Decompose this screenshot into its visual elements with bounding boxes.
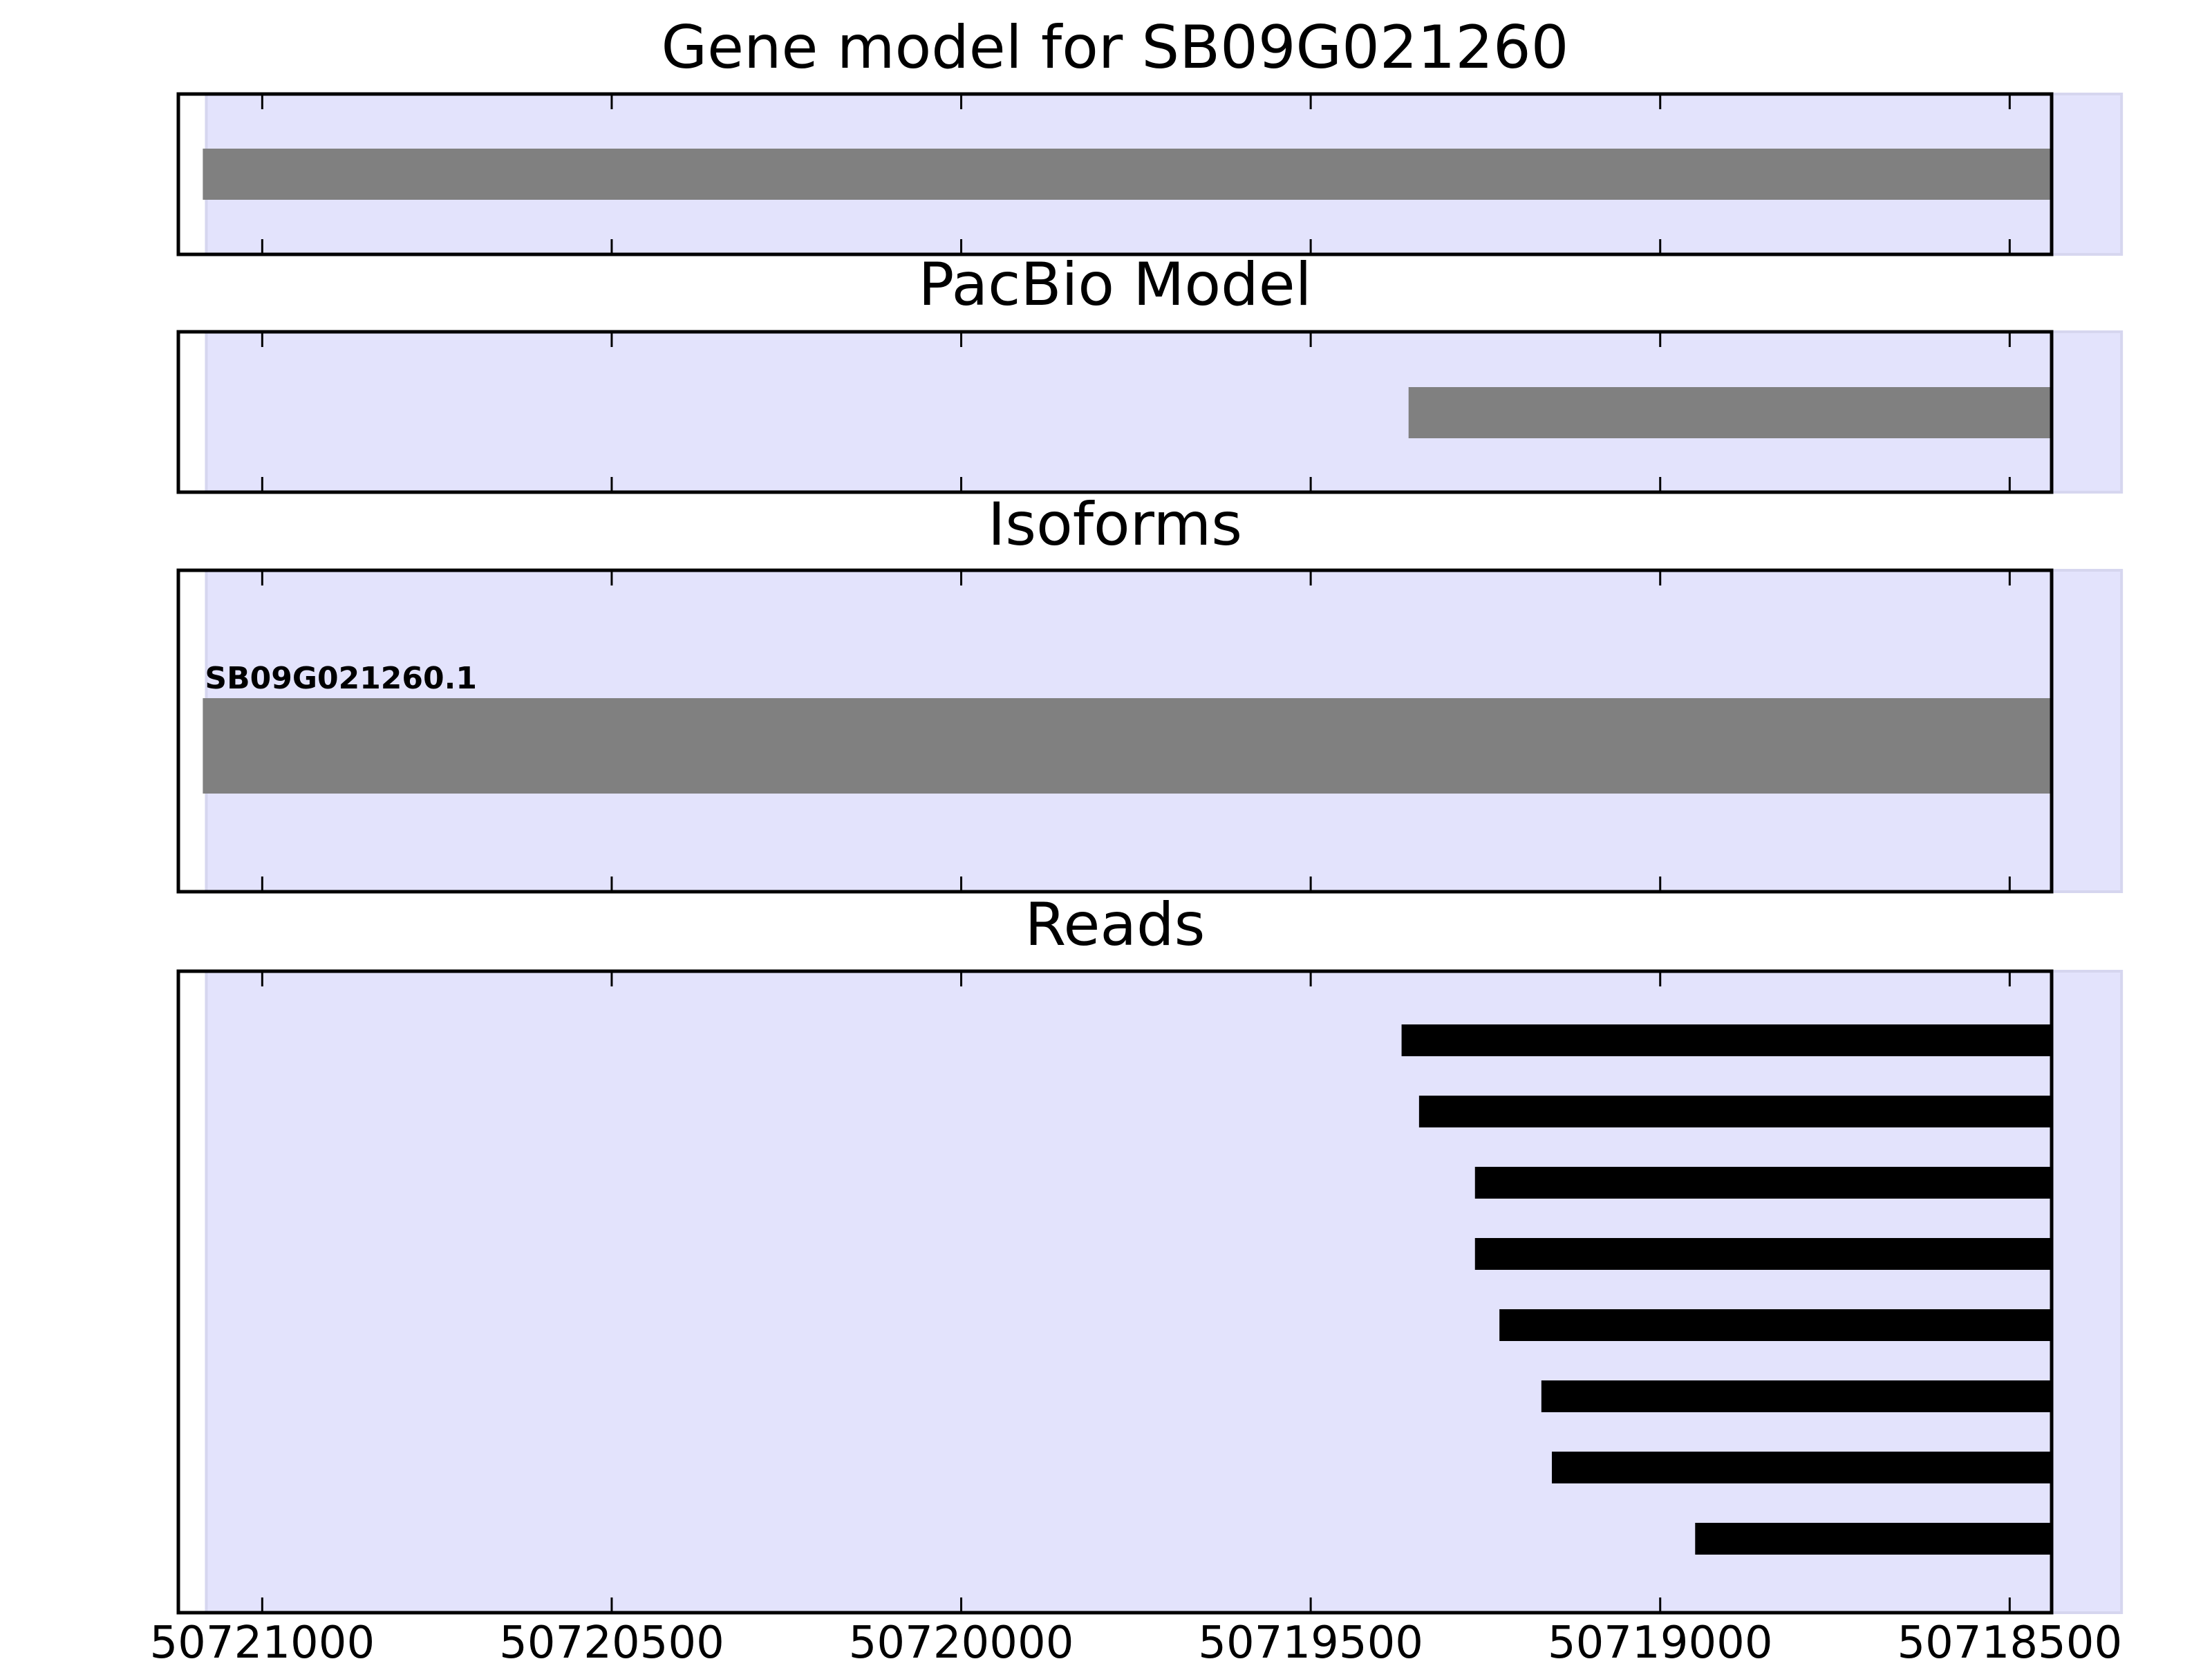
panel-1: Gene model for SB09G021260 xyxy=(176,13,2124,256)
panel-2: PacBio Model xyxy=(176,250,2124,494)
x-tick-label: 50720000 xyxy=(849,1618,1074,1659)
gene-feature xyxy=(1408,387,2052,438)
isoform-label: SB09G021260.1 xyxy=(205,661,477,696)
read-bar xyxy=(1695,1523,2052,1555)
panel-title: Isoforms xyxy=(988,490,1242,559)
panel-4: Reads 50721000 50720500 50720000 50719500 507… xyxy=(149,890,2124,1659)
read-bar xyxy=(1474,1238,2052,1270)
gene-feature xyxy=(203,698,2052,794)
axes-frame xyxy=(176,568,2054,894)
read-bar xyxy=(1418,1096,2052,1127)
axes-frame xyxy=(176,330,2054,494)
read-bar xyxy=(1541,1380,2052,1412)
panel-content xyxy=(203,698,2052,794)
gene-feature xyxy=(203,149,2052,200)
x-tick-label: 50719000 xyxy=(1548,1618,1773,1659)
panel-title: Gene model for SB09G021260 xyxy=(662,13,1569,82)
shaded-region xyxy=(205,970,2124,1614)
read-bar xyxy=(1401,1024,2052,1056)
axes-frame xyxy=(176,92,2054,256)
x-tick-label: 50718500 xyxy=(1897,1618,2122,1659)
panel-3: SB09G021260.1 Isoforms xyxy=(176,490,2124,894)
read-bar xyxy=(1551,1452,2052,1483)
axes-frame xyxy=(176,969,2054,1615)
panel-content xyxy=(1408,387,2052,438)
panel-content xyxy=(1401,1024,2052,1555)
x-tick-label: 50721000 xyxy=(149,1618,375,1659)
read-bar xyxy=(1474,1167,2052,1199)
panel-title: PacBio Model xyxy=(918,250,1311,319)
read-bar xyxy=(1499,1309,2052,1341)
panel-content xyxy=(203,149,2052,200)
x-tick-label: 50719500 xyxy=(1198,1618,1423,1659)
panel-title: Reads xyxy=(1025,890,1206,959)
x-tick-label: 50720500 xyxy=(499,1618,724,1659)
